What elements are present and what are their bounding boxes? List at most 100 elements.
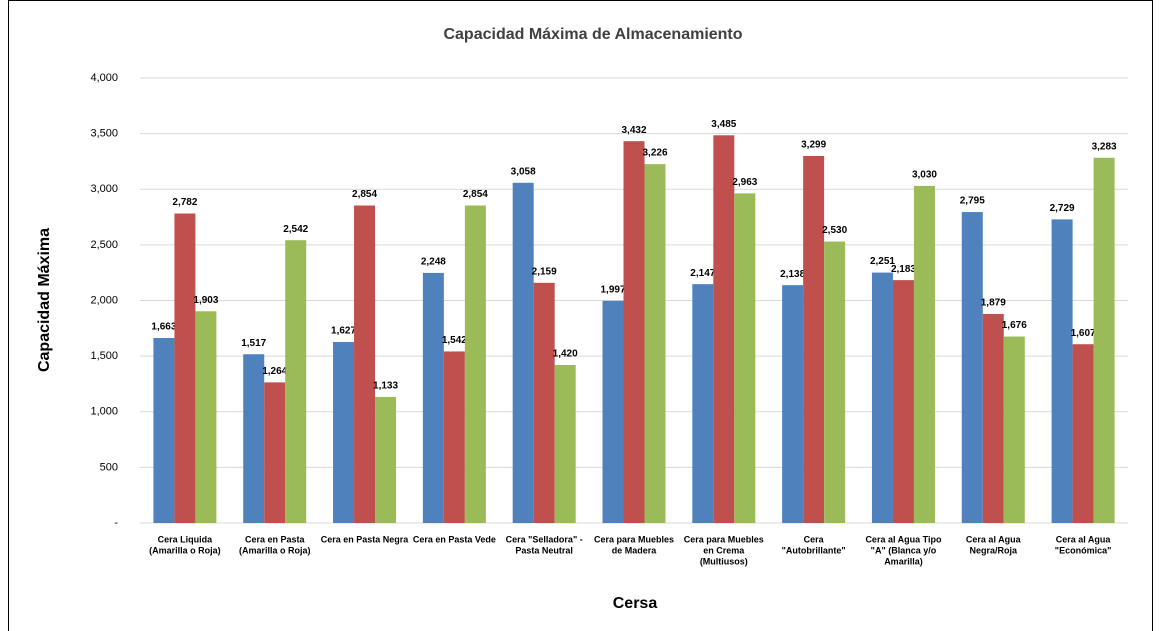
x-tick-label: Negra/Roja	[970, 545, 1019, 555]
bar	[375, 396, 397, 523]
value-label: 2,854	[463, 189, 488, 200]
bar	[243, 354, 265, 523]
bar	[443, 351, 465, 523]
y-tick-label: 1,000	[90, 406, 118, 418]
value-label: 2,147	[690, 268, 715, 279]
bar	[824, 241, 846, 523]
bar	[1003, 336, 1025, 523]
bar	[803, 155, 825, 523]
bar	[713, 135, 735, 523]
value-label: 1,663	[151, 322, 176, 333]
x-tick-label: (Multiusos)	[700, 556, 748, 566]
y-tick-label: 3,000	[90, 183, 118, 195]
bar	[871, 272, 893, 523]
value-label: 1,542	[442, 335, 467, 346]
value-label: 2,248	[421, 257, 446, 268]
y-tick-label: 3,500	[90, 128, 118, 140]
value-label: 3,058	[511, 166, 536, 177]
value-label: 3,432	[621, 125, 646, 136]
x-tick-label: Cera	[804, 534, 825, 544]
value-label: 1,133	[373, 381, 398, 392]
y-tick-label: 2,000	[90, 294, 118, 306]
x-tick-label: Cera Liquida	[158, 534, 214, 544]
bar	[264, 382, 286, 523]
value-label: 3,299	[801, 140, 826, 151]
bar	[961, 212, 983, 523]
x-tick-label: Cera al Agua Tipo	[865, 534, 942, 544]
x-tick-label: Cera al Agua	[966, 534, 1022, 544]
bar	[782, 285, 804, 523]
bar	[174, 213, 196, 523]
x-tick-label: Cera en Pasta	[245, 534, 306, 544]
bar	[1051, 219, 1073, 523]
y-tick-label: 1,500	[90, 350, 118, 362]
bar	[692, 284, 714, 523]
value-label: 2,542	[283, 224, 308, 235]
y-axis-label: Capacidad Máxima	[36, 228, 53, 372]
y-tick-label: 2,500	[90, 239, 118, 251]
value-label: 1,879	[981, 298, 1006, 309]
value-label: 2,138	[780, 269, 805, 280]
value-label: 1,997	[600, 284, 625, 295]
x-axis-label: Cersa	[613, 595, 658, 612]
bar	[602, 300, 624, 523]
value-label: 1,517	[241, 338, 266, 349]
value-label: 1,903	[193, 295, 218, 306]
value-label: 1,607	[1071, 328, 1096, 339]
value-label: 2,251	[870, 256, 895, 267]
value-label: 3,485	[711, 119, 736, 130]
x-tick-label: (Amarilla o Roja)	[239, 545, 311, 555]
x-tick-label: Amarilla)	[884, 556, 923, 566]
bar	[644, 164, 666, 524]
value-label: 1,627	[331, 326, 356, 337]
bar	[512, 182, 534, 524]
bar	[1072, 344, 1094, 523]
x-tick-label: (Amarilla o Roja)	[149, 545, 221, 555]
bar	[422, 272, 444, 523]
value-label: 3,283	[1092, 141, 1117, 152]
bar	[464, 205, 486, 523]
value-label: 2,795	[960, 196, 985, 207]
x-tick-label: Pasta Neutral	[515, 545, 573, 555]
value-label: 1,676	[1002, 320, 1027, 331]
y-tick-label: 4,000	[90, 72, 118, 84]
bar	[554, 365, 576, 523]
bar	[153, 337, 175, 523]
bar	[1093, 157, 1115, 524]
value-label: 2,854	[352, 189, 377, 200]
bar	[623, 141, 645, 523]
value-label: 2,963	[732, 177, 757, 188]
value-label: 2,729	[1050, 203, 1075, 214]
bar	[333, 341, 355, 523]
value-label: 3,226	[642, 148, 667, 159]
bar	[195, 311, 217, 523]
value-label: 2,159	[532, 266, 557, 277]
value-label: 2,183	[891, 264, 916, 275]
chart-title: Capacidad Máxima de Almacenamiento	[443, 26, 742, 43]
x-tick-label: "Económica"	[1055, 545, 1112, 555]
value-label: 2,530	[822, 225, 847, 236]
value-label: 1,420	[553, 349, 578, 360]
x-tick-label: Cera para Muebles	[684, 534, 764, 544]
x-tick-label: en Crema	[703, 545, 745, 555]
value-label: 2,782	[172, 197, 197, 208]
y-tick-label: -	[114, 517, 118, 529]
bar	[982, 313, 1004, 523]
bar	[354, 205, 376, 523]
x-tick-label: Cera en Pasta Vede	[413, 534, 496, 544]
bar	[734, 193, 756, 523]
x-tick-label: Cera al Agua	[1056, 534, 1112, 544]
x-tick-label: Cera para Muebles	[594, 534, 674, 544]
x-tick-label: Cera en Pasta Negra	[321, 534, 410, 544]
y-tick-label: 500	[100, 461, 118, 473]
bar	[533, 282, 555, 523]
bar	[892, 280, 914, 523]
bar	[913, 185, 935, 523]
x-tick-label: "A" (Blanca y/o	[871, 545, 937, 555]
x-tick-label: de Madera	[612, 545, 658, 555]
bar	[285, 240, 307, 523]
value-label: 3,030	[912, 170, 937, 181]
x-tick-label: "Autobrillante"	[782, 545, 846, 555]
x-tick-label: Cera "Selladora" -	[506, 534, 583, 544]
